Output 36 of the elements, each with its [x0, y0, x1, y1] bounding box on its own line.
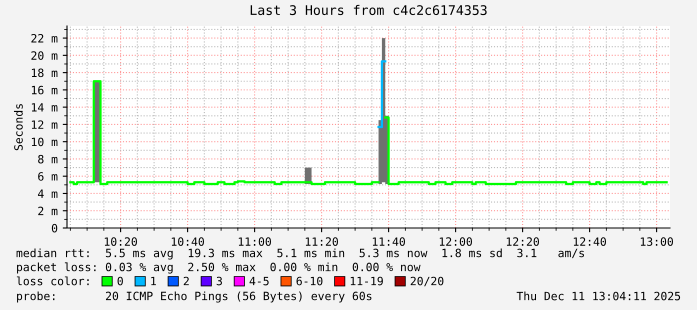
legend-label: 0	[118, 276, 123, 286]
legend-label: 2	[184, 276, 189, 286]
y-tick-label: 18 m	[32, 68, 58, 78]
text: median rtt: 5.5 ms avg 19.3 ms max 5.1 ms min 5.3 ms now 1.8 ms sd 3.1 am/s	[16, 248, 584, 260]
y-tick-label: 16 m	[32, 86, 58, 94]
x-tick-label: 11:40	[372, 237, 406, 246]
chart-title: Last 3 Hours from c4c2c6174353	[250, 4, 487, 16]
legend-label: 11-19	[350, 276, 383, 286]
x-tick-label: 10:20	[104, 237, 138, 246]
y-tick-label: 22 m	[31, 34, 58, 42]
y-tick-label: 12 m	[32, 120, 58, 129]
legend-label: 20/20	[410, 276, 444, 286]
y-axis-title: Seconds	[14, 104, 23, 150]
text: Thu Dec 11 13:04:11 2025	[516, 292, 680, 300]
x-tick-label: 13:00	[640, 237, 674, 246]
legend-label: 6-10	[296, 276, 322, 286]
legend-title: loss color:	[16, 276, 89, 286]
y-tick-label: 2 m	[38, 206, 58, 216]
y-tick-label: 6 m	[38, 172, 58, 181]
x-tick-label: 11:20	[306, 237, 338, 246]
x-tick-label: 11:00	[238, 237, 272, 246]
x-tick-label: 10:40	[172, 237, 204, 246]
legend-label: 4-5	[250, 276, 269, 286]
text: packet loss: 0.03 % avg 2.50 % max 0.00 % min 0.00 % now	[17, 262, 421, 274]
y-tick-label: 14 m	[32, 103, 58, 112]
y-tick-label: 4 m	[38, 190, 58, 198]
text: probe: 20 ICMP Echo Pings (56 Bytes) every 60s	[17, 291, 372, 303]
x-tick-label: 12:20	[506, 237, 540, 246]
x-tick-label: 12:00	[440, 237, 472, 246]
legend-label: 1	[151, 276, 156, 286]
x-tick-label: 12:40	[574, 237, 606, 246]
legend-label: 3	[216, 276, 222, 286]
y-tick-label: 0	[52, 224, 58, 233]
y-tick-label: 20 m	[31, 51, 58, 60]
y-tick-label: 10 m	[32, 138, 58, 146]
y-tick-label: 8 m	[38, 154, 58, 164]
